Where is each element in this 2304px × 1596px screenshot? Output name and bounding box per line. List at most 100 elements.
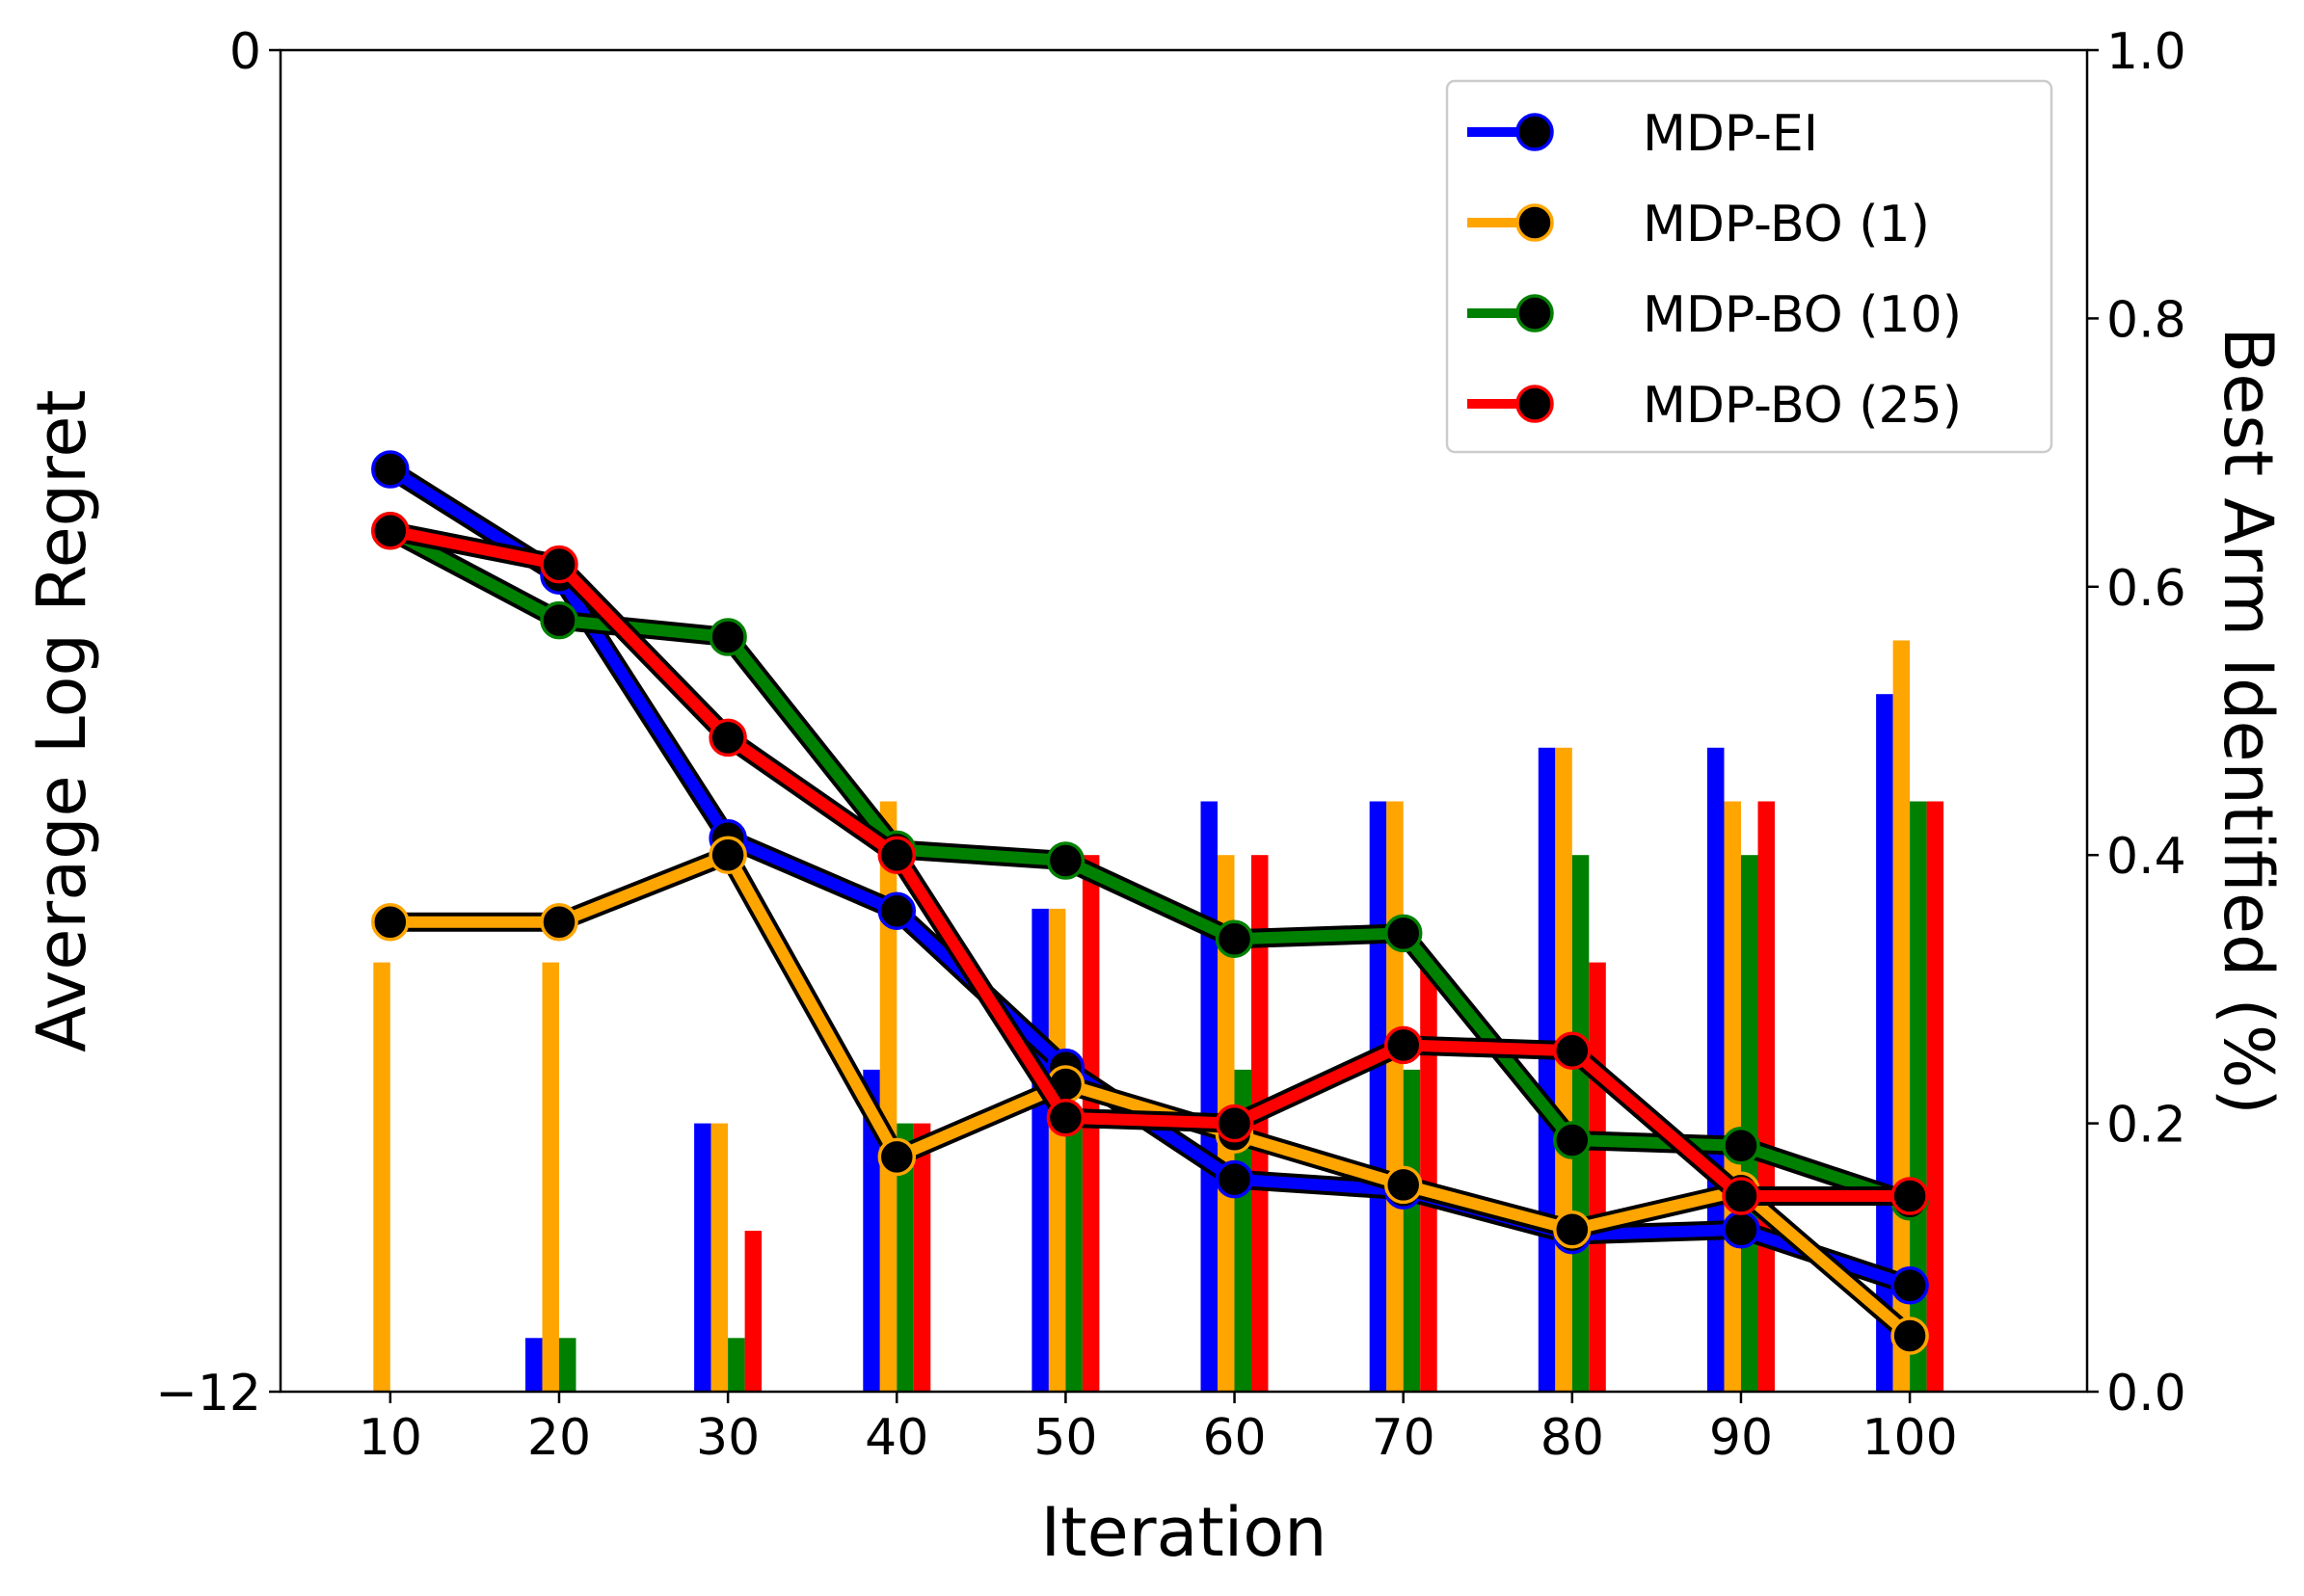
left-tick-label: 0 <box>229 23 261 81</box>
line-mdp-bo-1 <box>384 849 1916 1342</box>
bar-mdp-ei-60 <box>1200 801 1218 1392</box>
point-mdp-bo-25-20 <box>540 545 578 584</box>
bar-mdp-bo-10-50 <box>1065 1123 1083 1392</box>
x-axis: 10 20 30 40 50 60 70 80 90 100 <box>359 1392 1958 1467</box>
bar-mdp-bo-1-10 <box>373 962 390 1392</box>
bar-mdp-ei-90 <box>1707 747 1725 1392</box>
right-tick-label: 0.6 <box>2106 560 2186 618</box>
point-mdp-bo-1-20 <box>540 903 578 942</box>
point-mdp-ei-40 <box>877 891 917 930</box>
bar-mdp-bo-25-60 <box>1251 855 1269 1392</box>
bar-mdp-ei-30 <box>694 1123 711 1392</box>
right-y-axis: 0.0 0.2 0.4 0.6 0.8 1.0 <box>2087 23 2186 1423</box>
legend: MDP-EI MDP-BO (1) MDP-BO (10) MDP-BO (25) <box>1445 79 2053 454</box>
x-tick-label: 40 <box>865 1409 928 1467</box>
right-tick-label: 1.0 <box>2106 23 2186 81</box>
legend-label-mdp-bo-1: MDP-BO (1) <box>1643 196 1930 253</box>
bar-mdp-bo-10-100 <box>1910 801 1927 1392</box>
line-mdp-bo-10 <box>384 524 1916 1208</box>
point-mdp-bo-25-50 <box>1046 1099 1085 1137</box>
bar-mdp-ei-40 <box>863 1069 880 1392</box>
bar-mdp-bo-25-40 <box>913 1123 931 1392</box>
x-tick-label: 90 <box>1709 1409 1773 1467</box>
x-tick-label: 10 <box>359 1409 422 1467</box>
legend-label-mdp-ei: MDP-EI <box>1643 105 1818 163</box>
legend-marker-mdp-bo-1 <box>1515 203 1554 242</box>
right-tick-label: 0.4 <box>2106 828 2186 886</box>
right-tick-label: 0.2 <box>2106 1097 2186 1155</box>
point-mdp-bo-25-80 <box>1553 1031 1592 1070</box>
bar-mdp-bo-1-30 <box>710 1123 729 1392</box>
bar-mdp-ei-100 <box>1876 694 1893 1392</box>
bar-mdp-ei-70 <box>1369 801 1387 1392</box>
point-mdp-bo-1-100 <box>1890 1317 1929 1355</box>
x-tick-label: 20 <box>527 1409 591 1467</box>
x-tick-label: 60 <box>1202 1409 1266 1467</box>
x-tick-label: 30 <box>696 1409 760 1467</box>
point-mdp-bo-10-30 <box>709 618 747 656</box>
bar-mdp-bo-10-90 <box>1741 855 1758 1392</box>
point-mdp-bo-10-60 <box>1215 919 1254 958</box>
point-mdp-bo-1-70 <box>1383 1165 1423 1205</box>
line-mdp-bo-25 <box>384 524 1916 1202</box>
bar-mdp-bo-25-70 <box>1420 962 1437 1392</box>
point-mdp-ei-10 <box>371 450 410 489</box>
bar-mdp-ei-80 <box>1538 747 1556 1392</box>
point-mdp-bo-10-20 <box>540 600 578 640</box>
point-mdp-bo-25-90 <box>1722 1177 1760 1215</box>
legend-label-mdp-bo-10: MDP-BO (10) <box>1643 286 1962 344</box>
legend-marker-mdp-bo-10 <box>1515 294 1554 332</box>
bar-mdp-bo-1-80 <box>1555 747 1572 1392</box>
right-tick-label: 0.8 <box>2106 291 2186 349</box>
bar-mdp-bo-1-70 <box>1386 801 1404 1392</box>
bar-mdp-bo-10-40 <box>897 1123 914 1392</box>
bar-mdp-bo-1-20 <box>542 962 559 1392</box>
bar-mdp-ei-50 <box>1031 908 1049 1392</box>
bar-mdp-bo-25-80 <box>1589 962 1606 1392</box>
point-mdp-bo-25-10 <box>371 512 410 550</box>
bar-mdp-bo-1-40 <box>879 801 897 1392</box>
left-y-axis-label: Average Log Regret <box>22 389 101 1052</box>
line-layer <box>371 450 1929 1355</box>
point-mdp-bo-10-80 <box>1553 1121 1592 1159</box>
legend-marker-mdp-bo-25 <box>1515 385 1554 423</box>
bar-mdp-bo-10-30 <box>728 1338 745 1392</box>
x-tick-label: 50 <box>1033 1409 1097 1467</box>
left-y-axis: 0 −12 <box>155 23 281 1423</box>
point-mdp-bo-1-80 <box>1553 1210 1592 1249</box>
point-mdp-ei-90 <box>1722 1210 1760 1249</box>
point-mdp-bo-25-70 <box>1383 1025 1423 1065</box>
point-mdp-bo-10-70 <box>1383 914 1423 953</box>
point-mdp-bo-25-30 <box>709 718 747 758</box>
legend-label-mdp-bo-25: MDP-BO (25) <box>1643 377 1962 435</box>
point-mdp-bo-1-40 <box>877 1137 917 1177</box>
x-axis-label: Iteration <box>1041 1493 1327 1572</box>
legend-box <box>1445 79 2053 454</box>
bar-layer <box>373 640 1944 1392</box>
point-mdp-bo-25-60 <box>1215 1104 1254 1143</box>
right-tick-label: 0.0 <box>2106 1365 2186 1423</box>
point-mdp-bo-1-10 <box>371 903 410 942</box>
x-tick-label: 70 <box>1372 1409 1435 1467</box>
bar-mdp-bo-25-30 <box>744 1231 763 1392</box>
right-y-axis-label: Best Arm Identified (%) <box>2209 327 2288 1115</box>
bar-mdp-bo-10-70 <box>1403 1069 1421 1392</box>
bar-mdp-bo-1-90 <box>1724 801 1741 1392</box>
point-mdp-ei-100 <box>1890 1266 1929 1305</box>
bar-mdp-bo-10-20 <box>559 1338 576 1392</box>
bar-mdp-bo-1-50 <box>1048 908 1066 1392</box>
point-mdp-bo-25-40 <box>877 836 917 874</box>
plot-frame <box>279 48 2089 1394</box>
legend-marker-mdp-ei <box>1515 113 1554 151</box>
point-mdp-bo-1-30 <box>709 836 747 874</box>
left-tick-label: −12 <box>155 1365 261 1423</box>
bar-mdp-bo-25-90 <box>1757 801 1775 1392</box>
point-mdp-bo-25-100 <box>1890 1177 1929 1215</box>
point-mdp-ei-60 <box>1215 1159 1254 1199</box>
point-mdp-bo-10-90 <box>1722 1127 1760 1165</box>
bar-mdp-ei-20 <box>525 1338 543 1392</box>
x-tick-label: 80 <box>1540 1409 1604 1467</box>
x-tick-label: 100 <box>1862 1409 1957 1467</box>
bar-mdp-bo-25-100 <box>1926 801 1944 1392</box>
